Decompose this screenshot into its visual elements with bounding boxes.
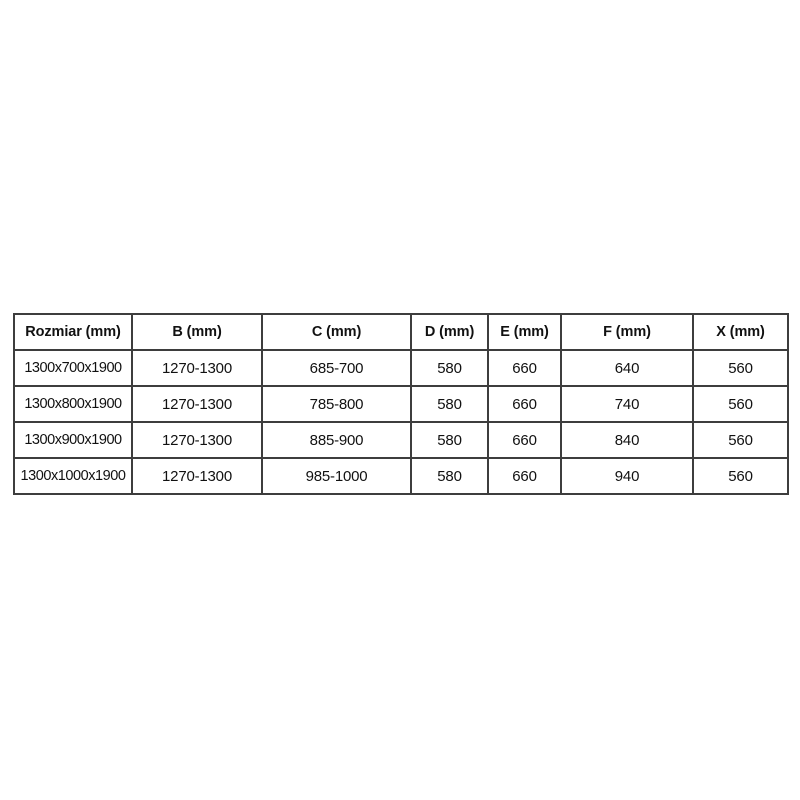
cell-e: 660: [487, 385, 562, 423]
cell-b: 1270-1300: [131, 385, 263, 423]
table-row: 1300x800x1900 1270-1300 785-800 580 660 …: [13, 385, 789, 423]
column-header-d: D (mm): [410, 313, 489, 351]
table-row: 1300x1000x1900 1270-1300 985-1000 580 66…: [13, 457, 789, 495]
cell-f: 940: [560, 457, 694, 495]
cell-size: 1300x900x1900: [13, 421, 133, 459]
cell-c: 785-800: [261, 385, 412, 423]
cell-f: 840: [560, 421, 694, 459]
cell-d: 580: [410, 385, 489, 423]
column-header-size: Rozmiar (mm): [13, 313, 133, 351]
table-body: 1300x700x1900 1270-1300 685-700 580 660 …: [13, 349, 789, 495]
table-header-row: Rozmiar (mm) B (mm) C (mm) D (mm) E (mm)…: [13, 313, 789, 351]
cell-x: 560: [692, 457, 789, 495]
table-row: 1300x900x1900 1270-1300 885-900 580 660 …: [13, 421, 789, 459]
cell-d: 580: [410, 457, 489, 495]
cell-b: 1270-1300: [131, 421, 263, 459]
cell-size: 1300x800x1900: [13, 385, 133, 423]
cell-size: 1300x700x1900: [13, 349, 133, 387]
column-header-c: C (mm): [261, 313, 412, 351]
cell-c: 685-700: [261, 349, 412, 387]
cell-b: 1270-1300: [131, 457, 263, 495]
cell-x: 560: [692, 421, 789, 459]
cell-d: 580: [410, 349, 489, 387]
column-header-f: F (mm): [560, 313, 694, 351]
column-header-e: E (mm): [487, 313, 562, 351]
cell-f: 640: [560, 349, 694, 387]
cell-c: 885-900: [261, 421, 412, 459]
dimensions-table-container: Rozmiar (mm) B (mm) C (mm) D (mm) E (mm)…: [13, 313, 789, 495]
cell-e: 660: [487, 421, 562, 459]
cell-c: 985-1000: [261, 457, 412, 495]
column-header-b: B (mm): [131, 313, 263, 351]
cell-size: 1300x1000x1900: [13, 457, 133, 495]
cell-x: 560: [692, 385, 789, 423]
cell-e: 660: [487, 349, 562, 387]
cell-d: 580: [410, 421, 489, 459]
cell-f: 740: [560, 385, 694, 423]
column-header-x: X (mm): [692, 313, 789, 351]
cell-b: 1270-1300: [131, 349, 263, 387]
table-header: Rozmiar (mm) B (mm) C (mm) D (mm) E (mm)…: [13, 313, 789, 351]
table-row: 1300x700x1900 1270-1300 685-700 580 660 …: [13, 349, 789, 387]
cell-x: 560: [692, 349, 789, 387]
dimensions-table: Rozmiar (mm) B (mm) C (mm) D (mm) E (mm)…: [13, 313, 789, 495]
cell-e: 660: [487, 457, 562, 495]
